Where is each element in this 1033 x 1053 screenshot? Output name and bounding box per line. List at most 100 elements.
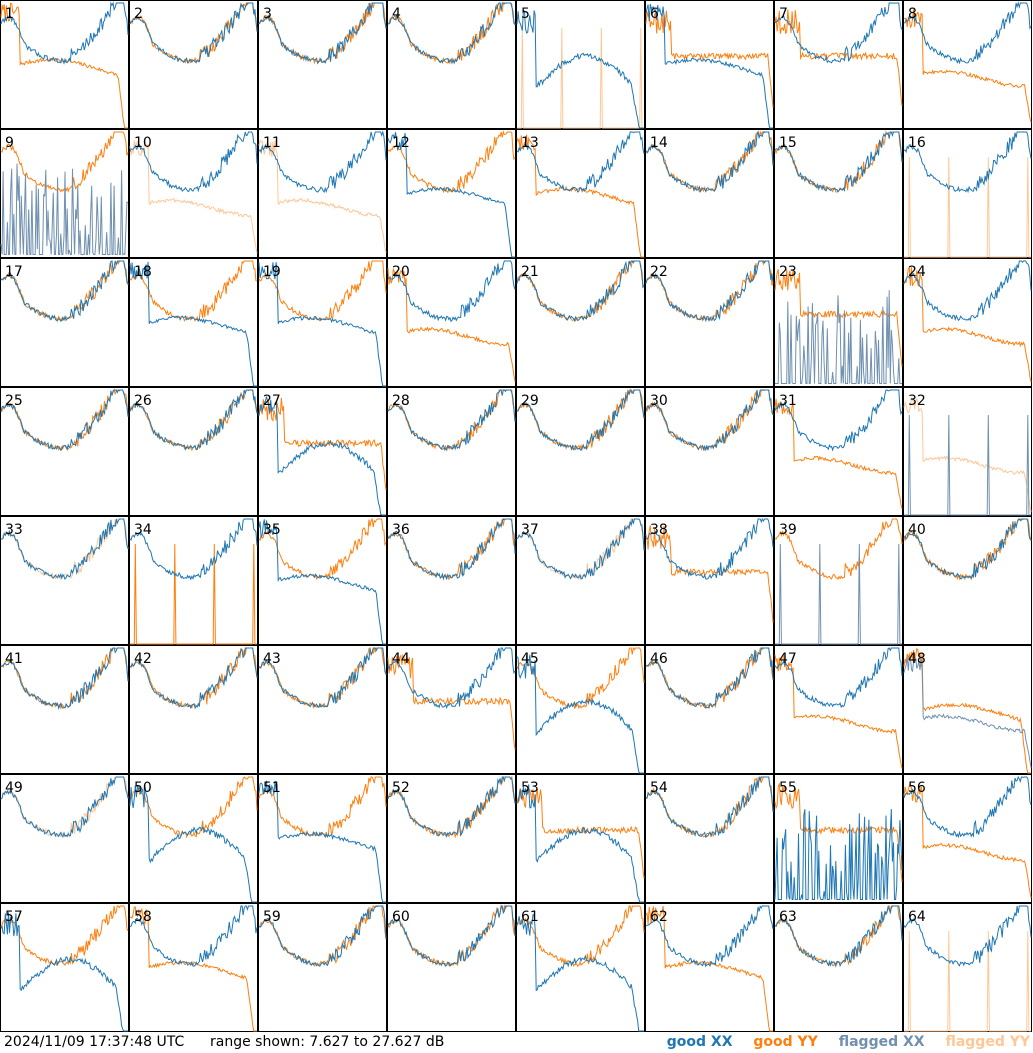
panel-frame: [903, 774, 1032, 903]
panel-38: 38: [645, 516, 774, 645]
panel-label: 48: [908, 651, 926, 667]
panel-22: 22: [645, 258, 774, 387]
series-xx-29: [517, 389, 645, 451]
panel-56: 56: [903, 774, 1032, 903]
series-xx-59: [258, 905, 387, 968]
panel-label: 56: [908, 780, 926, 796]
panel-label: 52: [392, 780, 410, 796]
series-xx-26: [129, 389, 258, 451]
panel-label: 9: [5, 135, 14, 151]
panel-label: 7: [779, 6, 788, 22]
series-xx-17: [0, 260, 129, 322]
panel-20: 20: [387, 258, 516, 387]
panel-6: 6: [645, 0, 774, 129]
panel-frame: [516, 903, 645, 1032]
panel-label: 13: [521, 135, 539, 151]
panel-frame: [903, 129, 1032, 258]
panel-frame: [0, 903, 129, 1032]
panel-label: 18: [134, 264, 152, 280]
series-xx-43: [258, 647, 387, 708]
panel-label: 50: [134, 780, 152, 796]
series-yy-55: [774, 783, 903, 882]
panel-frame: [903, 387, 1032, 516]
panel-label: 4: [392, 6, 401, 22]
panel-label: 6: [650, 6, 659, 22]
panel-18: 18: [129, 258, 258, 387]
panel-label: 5: [521, 6, 530, 22]
panel-frame: [516, 387, 645, 516]
panel-frame: [774, 129, 903, 258]
panel-frame: [516, 645, 645, 774]
panel-frame: [129, 774, 258, 903]
panel-13: 13: [516, 129, 645, 258]
panel-label: 41: [5, 651, 23, 667]
panel-label: 28: [392, 393, 410, 409]
panel-label: 25: [5, 393, 23, 409]
series-xx-20: [387, 260, 516, 323]
panel-frame: [387, 645, 516, 774]
panel-frame: [0, 258, 129, 387]
series-xx-62: [645, 905, 774, 968]
legend-flagged-yy: flagged YY: [945, 1034, 1030, 1050]
series-yy-5: [517, 27, 644, 129]
panel-label: 45: [521, 651, 539, 667]
panel-frame: [129, 903, 258, 1032]
panel-label: 42: [134, 651, 152, 667]
panel-47: 47: [774, 645, 903, 774]
panel-label: 2: [134, 6, 143, 22]
panel-41: 41: [0, 645, 129, 774]
panel-label: 46: [650, 651, 668, 667]
series-xx-39: [775, 543, 902, 645]
series-xx-58: [129, 905, 258, 967]
series-xx-16: [903, 131, 1032, 194]
series-xx-38: [645, 517, 774, 580]
series-xx-35: [258, 519, 386, 645]
panel-label: 15: [779, 135, 797, 151]
panel-29: 29: [516, 387, 645, 516]
panel-9: 9: [0, 129, 129, 258]
panel-frame: [258, 258, 387, 387]
panel-label: 62: [650, 909, 668, 925]
panel-frame: [774, 645, 903, 774]
series-xx-41: [0, 647, 129, 710]
panel-27: 27: [258, 387, 387, 516]
panel-3: 3: [258, 0, 387, 129]
panel-label: 57: [5, 909, 23, 925]
panel-label: 47: [779, 651, 797, 667]
series-xx-60: [387, 905, 516, 967]
series-xx-64: [903, 905, 1032, 967]
series-xx-27: [258, 396, 386, 516]
series-yy-50: [129, 776, 258, 839]
panel-frame: [645, 0, 774, 129]
panel-label: 21: [521, 264, 539, 280]
panel-7: 7: [774, 0, 903, 129]
series-xx-37: [516, 518, 645, 580]
panel-label: 20: [392, 264, 410, 280]
series-xx-42: [129, 647, 258, 710]
legend: good XX good YY flagged XX flagged YY: [651, 1034, 1030, 1050]
panel-33: 33: [0, 516, 129, 645]
panel-label: 3: [263, 6, 272, 22]
legend-flagged-xx: flagged XX: [838, 1034, 925, 1050]
series-xx-30: [645, 389, 774, 452]
series-xx-9: [0, 163, 129, 256]
series-yy-57: [0, 905, 129, 967]
panel-31: 31: [774, 387, 903, 516]
panel-label: 36: [392, 522, 410, 538]
panel-63: 63: [774, 903, 903, 1032]
series-xx-52: [387, 776, 516, 838]
panel-frame: [516, 0, 645, 129]
series-yy-61: [516, 905, 645, 968]
panel-label: 63: [779, 909, 797, 925]
series-xx-18: [129, 261, 257, 387]
panel-frame: [387, 258, 516, 387]
panel-frame: [903, 903, 1032, 1032]
panel-57: 57: [0, 903, 129, 1032]
panel-2: 2: [129, 0, 258, 129]
panel-10: 10: [129, 129, 258, 258]
panel-label: 35: [263, 522, 281, 538]
panel-label: 53: [521, 780, 539, 796]
panel-frame: [774, 516, 903, 645]
series-xx-1: [0, 1, 129, 65]
series-xx-13: [516, 131, 645, 193]
